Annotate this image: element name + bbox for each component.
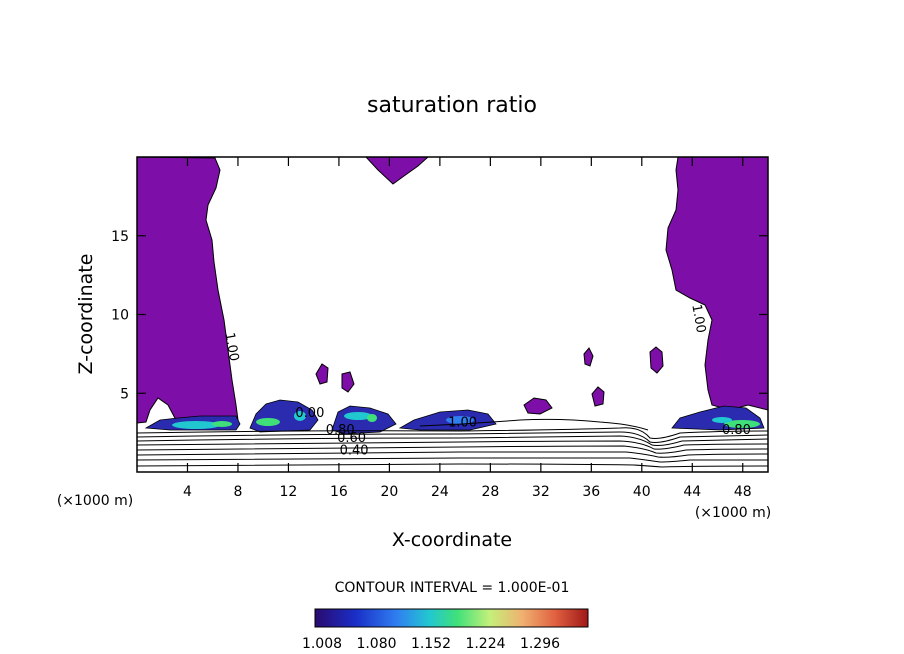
contour-interval-text: CONTOUR INTERVAL = 1.000E-01 [335, 580, 570, 596]
blob-36km-upper [583, 347, 594, 367]
blob-14km [315, 363, 329, 385]
top-supersaturated-bump [365, 157, 429, 185]
contour-line [137, 440, 768, 450]
core-17km-b [367, 414, 377, 422]
x-tick-label: 40 [633, 484, 651, 500]
core-right-b [712, 417, 732, 423]
colorbar [314, 608, 589, 628]
x-tick-label: 28 [481, 484, 499, 500]
x-unit-right: (×1000 m) [695, 505, 771, 521]
colorbar-tick-label: 1.008 [302, 636, 342, 652]
chart-title: saturation ratio [367, 93, 537, 118]
contour-labels: 1.001.000.800.600.400.801.000.00 [221, 303, 751, 459]
contour-line [137, 431, 768, 443]
contour-label: 0.00 [295, 406, 324, 421]
right-supersaturated-region [665, 157, 768, 411]
colorbar-tick-label: 1.152 [411, 636, 451, 652]
y-tick-label: 10 [111, 308, 129, 324]
x-tick-label: 36 [582, 484, 600, 500]
core-24km [446, 416, 474, 424]
left-supersaturated-region [137, 157, 239, 424]
x-tick-label: 20 [380, 484, 398, 500]
core-left [172, 421, 220, 429]
x-tick-label: 24 [431, 484, 449, 500]
contour-line [137, 463, 768, 468]
plot-area [137, 157, 768, 472]
contour-line [137, 451, 768, 458]
contour-line [137, 445, 768, 454]
core-right [724, 420, 760, 428]
x-tick-label: 44 [683, 484, 701, 500]
contour-label: 1.00 [448, 415, 477, 430]
x-axis-ticks: 4 8 12 16 20 24 28 32 36 40 44 48 [183, 157, 752, 500]
blob-36km-lower [591, 386, 605, 407]
x-unit-left: (×1000 m) [57, 493, 133, 509]
blob-39km [649, 346, 664, 374]
y-axis-label: Z-coordinate [75, 254, 97, 375]
y-tick-label: 5 [120, 386, 129, 402]
core-left-green [212, 421, 232, 427]
core-12km [256, 418, 280, 426]
x-tick-label: 4 [183, 484, 192, 500]
cloud-cores [172, 411, 760, 429]
colorbar-ticks: 1.008 1.080 1.152 1.224 1.296 [302, 636, 560, 652]
x-axis-label: X-coordinate [392, 529, 512, 551]
contour-lines [137, 418, 768, 468]
x-tick-label: 48 [734, 484, 752, 500]
contour-label: 0.80 [326, 423, 355, 438]
contour-line [137, 457, 768, 463]
y-axis-ticks: 5 10 15 [111, 229, 768, 402]
contour-label: 1.00 [221, 331, 241, 362]
colorbar-tick-label: 1.296 [520, 636, 560, 652]
colorbar-tick-label: 1.224 [465, 636, 505, 652]
contour-label: 0.80 [722, 423, 751, 438]
contour-label: 0.60 [337, 431, 366, 446]
colorbar-tick-label: 1.080 [356, 636, 396, 652]
contour-line [419, 418, 649, 431]
contour-line [137, 435, 768, 446]
contour-line [137, 427, 768, 439]
core-17km [344, 412, 372, 420]
x-tick-label: 16 [330, 484, 348, 500]
x-tick-label: 12 [280, 484, 298, 500]
contour-label: 1.00 [688, 303, 708, 334]
blob-32km [523, 397, 553, 415]
x-tick-label: 32 [532, 484, 550, 500]
x-tick-label: 8 [233, 484, 242, 500]
core-12km-b [294, 411, 306, 421]
y-tick-label: 15 [111, 229, 129, 245]
cloud-band-17km [331, 405, 397, 435]
contour-label: 0.40 [340, 444, 369, 459]
blob-16km [341, 371, 355, 393]
